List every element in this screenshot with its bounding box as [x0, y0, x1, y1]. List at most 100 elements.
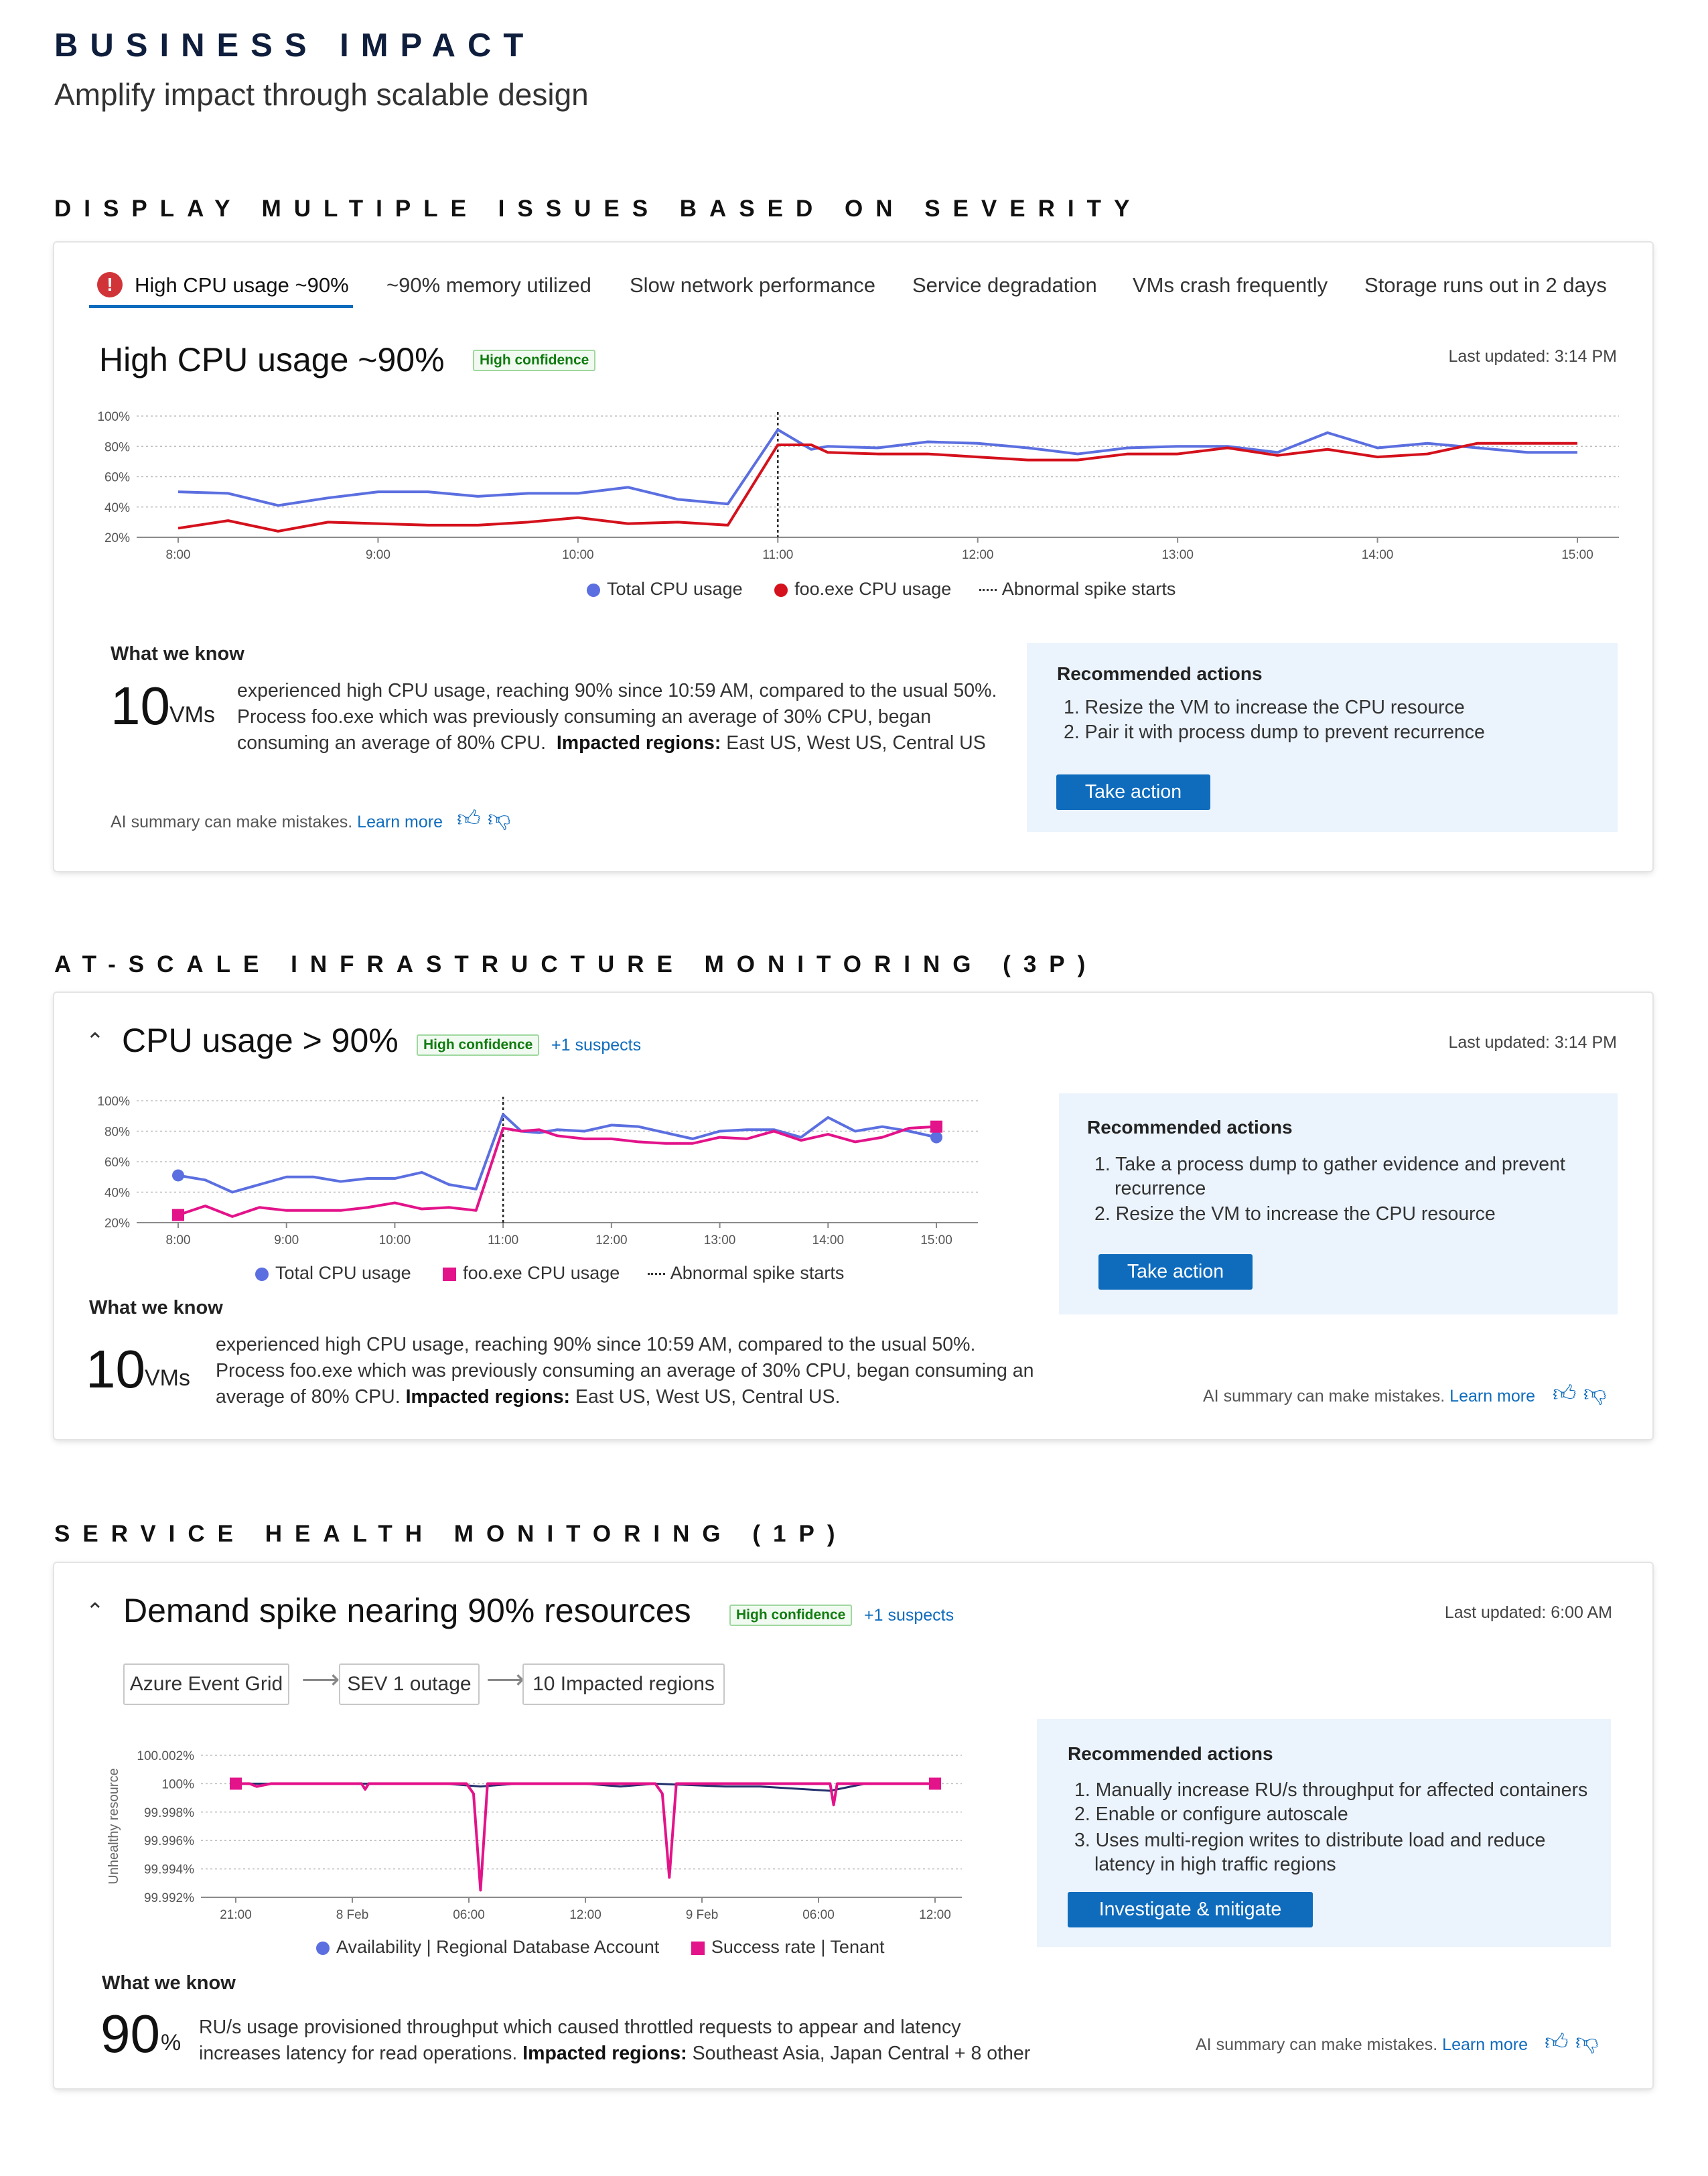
x-tick-label: 8:00 — [166, 548, 191, 562]
learn-more-link[interactable]: Learn more — [1449, 1387, 1536, 1406]
y-tick-label: 100.002% — [137, 1749, 194, 1763]
chart-legend-3: Availability | Regional Database Account… — [316, 1937, 885, 1958]
x-tick-label: 14:00 — [1362, 548, 1394, 562]
legend-swatch-spike — [647, 1273, 665, 1276]
y-tick-label: 60% — [104, 1156, 130, 1170]
x-tick-label: 12:00 — [962, 548, 994, 562]
recommended-actions-title: Recommended actions — [1057, 663, 1263, 684]
ai-disclaimer-text: AI summary can make mistakes. — [111, 813, 353, 831]
foo-cpu-endpoint — [172, 1209, 184, 1221]
y-tick-label: 99.992% — [144, 1891, 194, 1905]
x-tick-label: 9:00 — [366, 548, 390, 562]
page-title: BUSINESS IMPACT — [54, 27, 536, 64]
usage-unit: % — [161, 2030, 182, 2055]
legend-spike: Abnormal spike starts — [670, 1263, 845, 1283]
x-tick-label: 15:00 — [1561, 548, 1593, 562]
legend-availability: Availability | Regional Database Account — [336, 1937, 660, 1957]
impacted-regions: East US, West US, Central US — [726, 732, 986, 754]
y-tick-label: 99.994% — [144, 1863, 194, 1877]
error-icon: ! — [97, 272, 123, 297]
vm-count: 10 — [86, 1339, 145, 1399]
thumbs-down-icon[interactable]: 👎︎ — [488, 806, 511, 831]
y-axis-label: Unhealthy resource — [106, 1768, 121, 1884]
last-updated: Last updated: 3:14 PM — [1448, 347, 1617, 366]
impacted-regions: East US, West US, Central US. — [575, 1386, 841, 1408]
collapse-chevron-icon[interactable]: ⌃ — [86, 1028, 104, 1053]
suspects-link[interactable]: +1 suspects — [551, 1036, 642, 1055]
cpu-chart-2: 20% 40% 60% 80% 100% 8:00 9:00 10:00 11:00 12:00 1… — [97, 1095, 978, 1247]
tab-vm-crash[interactable]: VMs crash frequently — [1133, 273, 1328, 297]
learn-more-link[interactable]: Learn more — [357, 813, 443, 831]
summary-line-2: increases latency for read operations. I… — [199, 2041, 1070, 2067]
card-title: Demand spike nearing 90% resources — [123, 1592, 691, 1629]
x-tick-label: 9:00 — [274, 1233, 299, 1247]
what-we-know-label: What we know — [89, 1297, 223, 1318]
reco-item: 1. Take a process dump to gather evidenc… — [1094, 1154, 1565, 1175]
what-we-know-label: What we know — [102, 1972, 236, 1994]
tab-memory[interactable]: ~90% memory utilized — [386, 273, 591, 297]
confidence-badge: High confidence — [473, 350, 596, 371]
take-action-button[interactable]: Take action — [1056, 774, 1210, 810]
summary-line-2a: increases latency for read operations. — [199, 2043, 518, 2064]
tab-storage[interactable]: Storage runs out in 2 days — [1364, 273, 1607, 297]
reco-item-continued: recurrence — [1115, 1178, 1206, 1199]
flow-step-source[interactable]: Azure Event Grid — [123, 1663, 289, 1705]
x-tick-label: 13:00 — [1161, 548, 1194, 562]
summary-text: experienced high CPU usage, reaching 90%… — [216, 1332, 1086, 1410]
reco-item: 1. Manually increase RU/s throughput for… — [1074, 1779, 1588, 1801]
y-tick-label: 80% — [104, 1126, 130, 1140]
learn-more-link[interactable]: Learn more — [1442, 2035, 1528, 2054]
summary-line-1: experienced high CPU usage, reaching 90%… — [216, 1334, 976, 1355]
x-tick-label: 13:00 — [704, 1233, 736, 1247]
summary-line-1: RU/s usage provisioned throughput which … — [199, 2017, 961, 2038]
collapse-chevron-icon[interactable]: ⌃ — [86, 1599, 104, 1623]
x-tick-label: 9 Feb — [686, 1908, 719, 1922]
usage-percent: 90 — [100, 2004, 160, 2063]
tab-high-cpu[interactable]: High CPU usage ~90% — [135, 273, 349, 297]
x-tick-label: 15:00 — [920, 1233, 952, 1247]
tab-network[interactable]: Slow network performance — [630, 273, 875, 297]
y-tick-label: 99.996% — [144, 1834, 194, 1848]
summary-line-3: average of 80% CPU. Impacted regions: Ea… — [216, 1384, 1086, 1410]
card-title: High CPU usage ~90% — [99, 341, 445, 379]
summary-line-2: Process foo.exe which was previously con… — [237, 706, 932, 728]
total-cpu-endpoint — [930, 1131, 942, 1144]
foo-cpu-line — [177, 1125, 937, 1218]
thumbs-up-icon[interactable]: 👍︎ — [1545, 2029, 1569, 2055]
vm-unit: VMs — [145, 1365, 190, 1391]
thumbs-down-icon[interactable]: 👎︎ — [1583, 1381, 1607, 1406]
thumbs-up-icon[interactable]: 👍︎ — [1553, 1381, 1577, 1406]
recommended-actions-title: Recommended actions — [1087, 1117, 1293, 1138]
x-tick-label: 06:00 — [453, 1908, 485, 1922]
success-rate-endpoint — [230, 1777, 242, 1790]
x-tick-label: 12:00 — [569, 1908, 601, 1922]
x-tick-label: 12:00 — [919, 1908, 951, 1922]
what-we-know-label: What we know — [111, 643, 244, 665]
ai-disclaimer: AI summary can make mistakes. Learn more — [1203, 1387, 1535, 1406]
flow-step-outage[interactable]: SEV 1 outage — [339, 1663, 480, 1705]
investigate-mitigate-button[interactable]: Investigate & mitigate — [1068, 1892, 1313, 1927]
summary-line-3a: average of 80% CPU. — [216, 1386, 401, 1408]
legend-swatch-foo — [774, 583, 788, 597]
vm-unit: VMs — [169, 702, 215, 728]
section-heading-at-scale: AT-SCALE INFRASTRUCTURE MONITORING (3P) — [54, 951, 1098, 977]
tab-service-degradation[interactable]: Service degradation — [912, 273, 1097, 297]
cpu-chart-1: 20% 40% 60% 80% 100% 8:00 9:00 10:00 11:00 12:00 1… — [97, 410, 1619, 562]
suspects-link[interactable]: +1 suspects — [864, 1606, 954, 1625]
total-cpu-endpoint — [172, 1169, 184, 1182]
legend-swatch-foo — [443, 1267, 457, 1281]
recommended-actions-title: Recommended actions — [1068, 1743, 1273, 1764]
x-tick-label: 11:00 — [762, 548, 793, 562]
take-action-button[interactable]: Take action — [1098, 1254, 1253, 1290]
legend-swatch-total — [255, 1267, 269, 1281]
thumbs-up-icon[interactable]: 👍︎ — [457, 806, 481, 831]
y-tick-label: 20% — [104, 531, 130, 545]
total-cpu-line — [177, 428, 1577, 507]
x-tick-label: 8 Feb — [336, 1908, 369, 1922]
impacted-regions-label: Impacted regions: — [405, 1386, 571, 1408]
ai-disclaimer-text: AI summary can make mistakes. — [1203, 1387, 1445, 1406]
thumbs-down-icon[interactable]: 👎︎ — [1575, 2029, 1599, 2055]
reco-item: 2. Resize the VM to increase the CPU res… — [1094, 1203, 1496, 1225]
ai-disclaimer-text: AI summary can make mistakes. — [1196, 2035, 1438, 2054]
flow-step-regions[interactable]: 10 Impacted regions — [522, 1663, 725, 1705]
